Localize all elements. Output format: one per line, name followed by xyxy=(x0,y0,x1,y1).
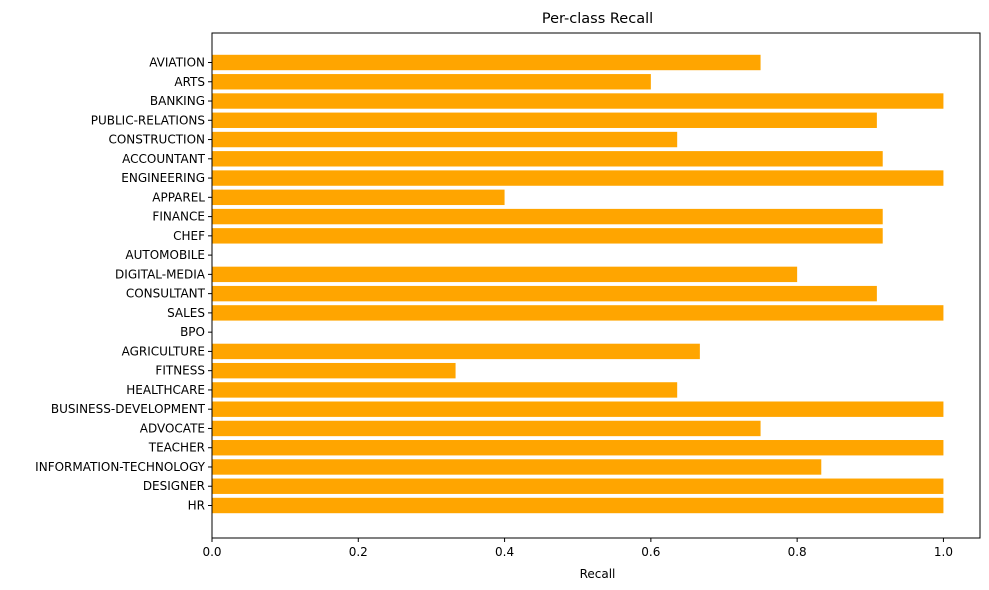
bar-fitness xyxy=(212,362,456,379)
y-tick-label: BPO xyxy=(180,325,205,339)
bar-arts xyxy=(212,74,651,90)
bar-chef xyxy=(212,228,883,244)
bar-teacher xyxy=(212,440,944,456)
y-tick-label: DIGITAL-MEDIA xyxy=(115,267,206,281)
bar-finance xyxy=(212,208,883,225)
y-tick-label: INFORMATION-TECHNOLOGY xyxy=(35,460,205,474)
bar-sales xyxy=(212,305,944,321)
bar-designer xyxy=(212,478,944,494)
bar-information-technology xyxy=(212,459,822,475)
bar-agriculture xyxy=(212,343,700,360)
y-axis-ticks: AVIATION ARTS BANKING PUBLIC-RELATIONS CONST… xyxy=(35,56,212,513)
plot-frame xyxy=(211,32,981,539)
bar-engineering xyxy=(212,170,944,186)
bar-apparel xyxy=(212,189,505,206)
y-tick-label: DESIGNER xyxy=(143,479,205,493)
y-tick-label: ARTS xyxy=(174,75,205,89)
y-tick-label: FITNESS xyxy=(155,364,205,378)
y-tick-label: ADVOCATE xyxy=(140,421,205,435)
y-tick-label: HR xyxy=(188,499,205,513)
bar-banking xyxy=(212,93,944,109)
x-tick-label: 0.4 xyxy=(495,545,514,559)
bar-healthcare xyxy=(212,382,678,398)
y-tick-label: TEACHER xyxy=(148,441,205,455)
x-tick-label: 1.0 xyxy=(934,545,953,559)
bar-aviation xyxy=(212,54,761,71)
y-tick-label: CHEF xyxy=(173,229,205,243)
x-tick-label: 0.8 xyxy=(788,545,807,559)
y-tick-label: AGRICULTURE xyxy=(122,344,205,358)
bars-group xyxy=(212,54,944,514)
x-tick-label: 0.6 xyxy=(641,545,660,559)
bar-consultant xyxy=(212,285,877,302)
y-tick-label: BUSINESS-DEVELOPMENT xyxy=(51,402,206,416)
y-tick-label: HEALTHCARE xyxy=(126,383,205,397)
bar-public-relations xyxy=(212,112,877,128)
bar-hr xyxy=(212,497,944,514)
x-tick-label: 0.2 xyxy=(349,545,368,559)
y-tick-label: AUTOMOBILE xyxy=(125,248,205,262)
y-tick-label: ACCOUNTANT xyxy=(122,152,206,166)
bar-advocate xyxy=(212,420,761,437)
y-tick-label: CONSTRUCTION xyxy=(108,133,205,147)
y-tick-label: ENGINEERING xyxy=(121,171,205,185)
y-tick-label: FINANCE xyxy=(152,210,205,224)
bar-construction xyxy=(212,131,678,148)
bar-business-development xyxy=(212,401,944,417)
x-axis-ticks: 0.0 0.2 0.4 0.6 0.8 1.0 xyxy=(202,538,953,559)
x-tick-label: 0.0 xyxy=(202,545,221,559)
bar-accountant xyxy=(212,151,883,167)
bar-digital-media xyxy=(212,266,798,283)
x-axis-label: Recall xyxy=(580,567,616,581)
y-tick-label: BANKING xyxy=(150,94,205,108)
y-tick-label: SALES xyxy=(167,306,205,320)
y-tick-label: CONSULTANT xyxy=(126,287,206,301)
chart-title: Per-class Recall xyxy=(542,11,653,27)
y-tick-label: APPAREL xyxy=(152,190,205,204)
y-tick-label: AVIATION xyxy=(149,56,205,70)
y-tick-label: PUBLIC-RELATIONS xyxy=(91,113,205,127)
